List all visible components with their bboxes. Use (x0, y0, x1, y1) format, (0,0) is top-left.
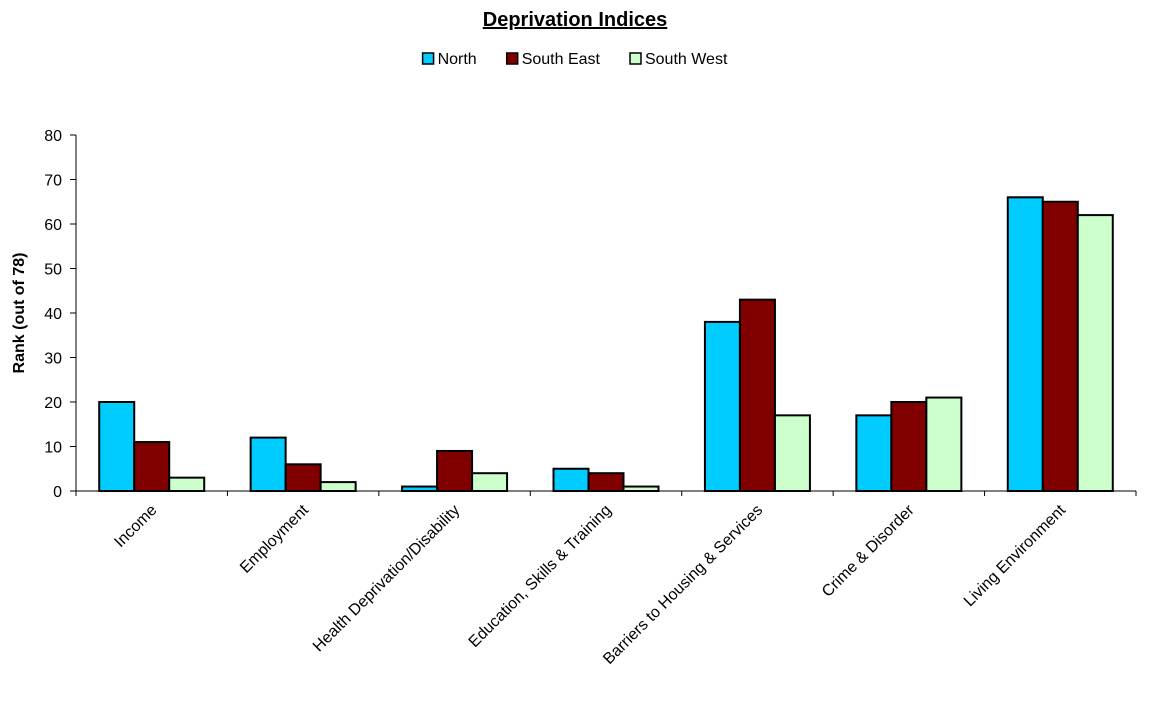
legend-swatch (505, 52, 519, 65)
y-tick-label: 10 (44, 440, 62, 457)
bar-south-east-barriers-to-housing-services (738, 298, 776, 492)
legend-label: North (438, 51, 477, 68)
bar-north-barriers-to-housing-services (703, 320, 741, 492)
bar-south-west-health-deprivation-disability (471, 472, 509, 493)
y-tick-label: 50 (44, 262, 62, 279)
y-tick-label: 0 (53, 484, 62, 501)
y-tick-label: 20 (44, 395, 62, 412)
bar-north-health-deprivation-disability (401, 485, 439, 492)
x-tick-label-crime-disorder: Crime & Disorder (819, 501, 918, 600)
x-tick-label-health-deprivation-disability: Health Deprivation/Disability (310, 502, 464, 656)
legend-swatch (421, 52, 435, 65)
bar-south-west-income (168, 476, 206, 492)
legend-swatch (629, 52, 642, 65)
y-tick-label: 70 (44, 173, 62, 190)
chart-title: Deprivation Indices (483, 9, 668, 31)
bar-south-east-health-deprivation-disability (436, 449, 474, 493)
bar-south-west-employment (319, 481, 357, 493)
y-axis-label: Rank (out of 78) (11, 253, 28, 374)
bar-south-west-education-skills-training (622, 485, 660, 492)
legend-item-south-west: South West (629, 51, 728, 68)
bar-south-east-living-environment (1041, 200, 1079, 492)
legend-item-south-east: South East (505, 51, 601, 68)
legend-label: South East (522, 51, 601, 68)
bar-north-income (98, 401, 136, 492)
x-tick-label-employment: Employment (237, 501, 312, 576)
bar-south-east-income (133, 441, 171, 492)
bar-south-east-employment (284, 463, 322, 492)
x-tick-label-education-skills-training: Education, Skills & Training (466, 502, 615, 651)
bar-south-east-education-skills-training (587, 472, 625, 493)
y-tick-label: 80 (44, 128, 62, 145)
bar-south-east-crime-disorder (890, 401, 928, 492)
x-tick-label-living-environment: Living Environment (961, 501, 1070, 610)
y-tick-label: 60 (44, 217, 62, 234)
y-tick-label: 40 (44, 306, 62, 323)
bar-north-employment (249, 436, 287, 493)
legend-item-north: North (421, 51, 477, 68)
bar-north-crime-disorder (855, 414, 893, 493)
legend: North South East South West (421, 51, 728, 68)
bar-south-west-living-environment (1076, 214, 1114, 492)
y-axis: 0 10 20 30 40 50 60 70 80 (44, 128, 77, 501)
x-tick-label-barriers-to-housing-services: Barriers to Housing & Services (600, 502, 766, 668)
bar-north-education-skills-training (552, 467, 590, 492)
legend-label: South West (645, 51, 728, 68)
bar-south-west-crime-disorder (925, 396, 963, 492)
bar-north-living-environment (1006, 196, 1044, 493)
y-tick-label: 30 (44, 351, 62, 368)
bars (98, 196, 1114, 493)
x-tick-label-income: Income (111, 502, 160, 551)
bar-south-west-barriers-to-housing-services (773, 414, 811, 493)
